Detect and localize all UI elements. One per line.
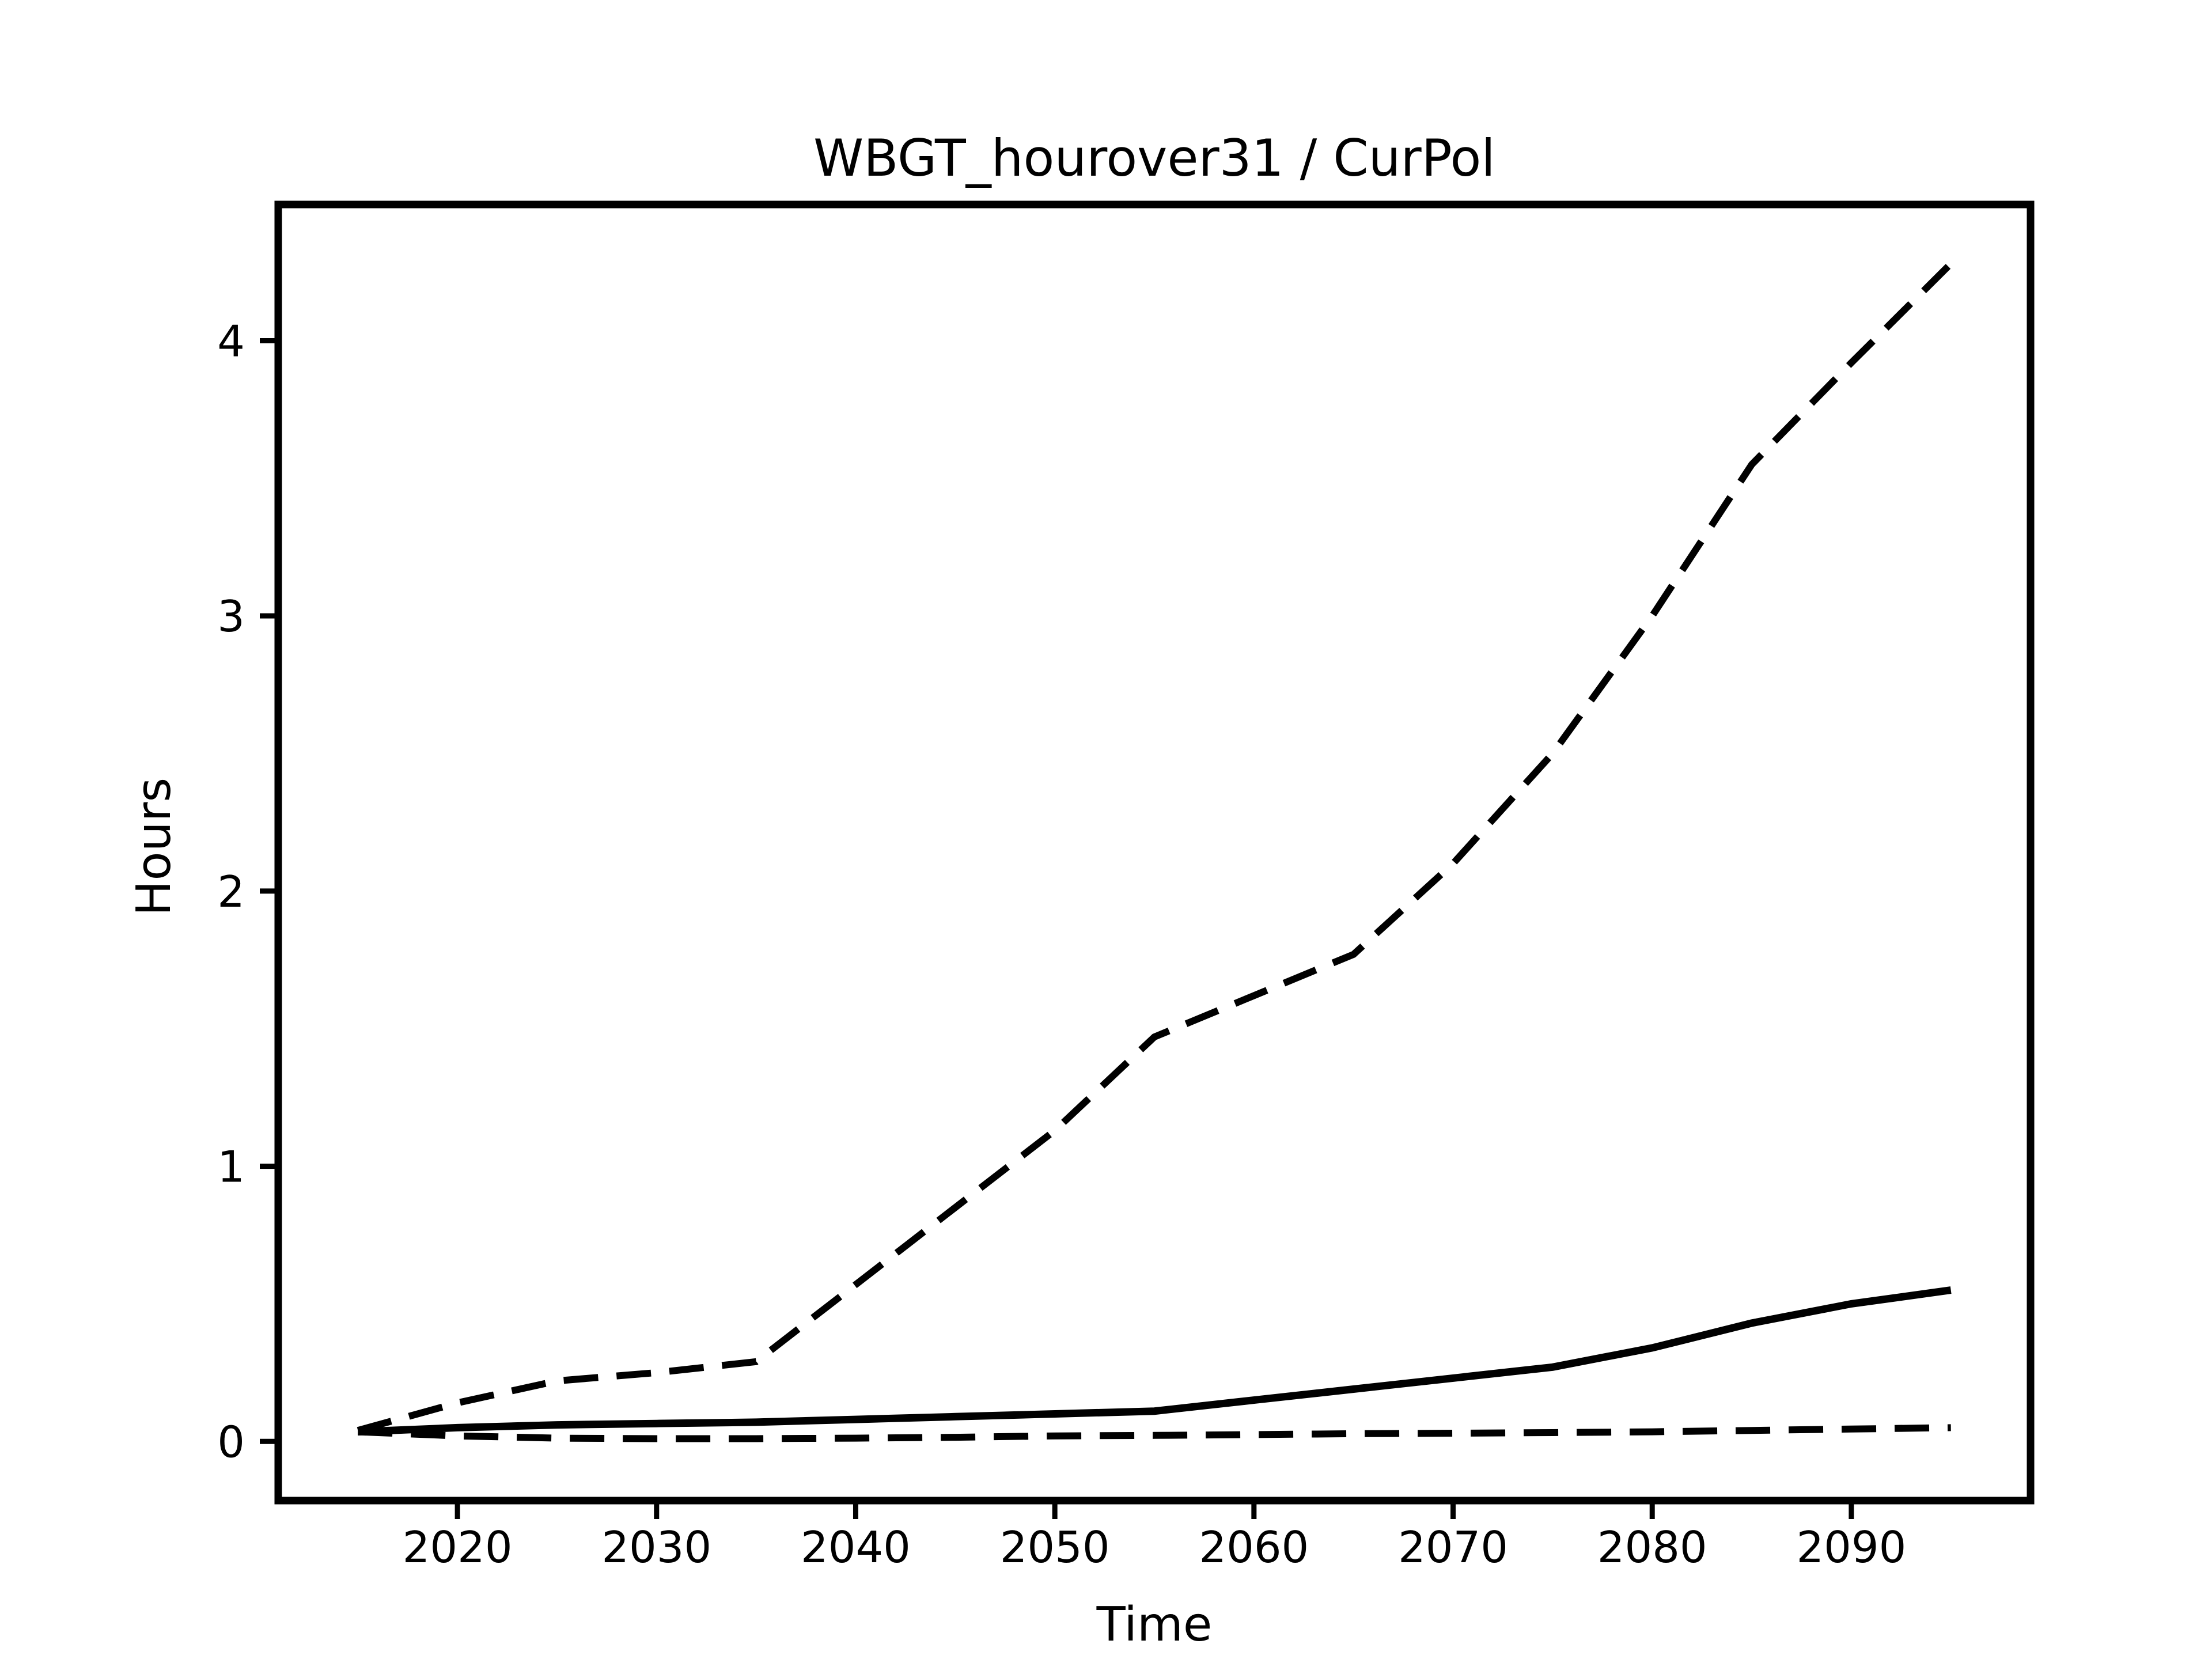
series-lower-dashed <box>358 1424 1951 1442</box>
y-axis-tick-labels: 0 1 2 3 4 <box>217 316 245 1467</box>
x-tick-label-2020: 2020 <box>403 1522 513 1573</box>
y-tick-label-0: 0 <box>217 1416 245 1467</box>
x-axis-ticks <box>454 1501 1854 1519</box>
y-tick-label-4: 4 <box>217 316 245 366</box>
x-tick-label-2050: 2050 <box>1000 1522 1110 1573</box>
x-tick-label-2080: 2080 <box>1597 1522 1707 1573</box>
x-tick-label-2090: 2090 <box>1796 1522 1906 1573</box>
chart-title: WBGT_hourover31 / CurPol <box>813 128 1495 188</box>
x-tick-label-2030: 2030 <box>601 1522 711 1573</box>
x-tick-label-2070: 2070 <box>1398 1522 1508 1573</box>
series-solid-middle <box>358 1286 1952 1436</box>
x-tick-label-2060: 2060 <box>1199 1522 1309 1573</box>
x-tick-label-2040: 2040 <box>801 1522 911 1573</box>
x-axis-label: Time <box>1096 1597 1213 1652</box>
y-tick-label-3: 3 <box>217 591 245 642</box>
series-upper-dashed <box>357 261 1953 1434</box>
y-tick-label-2: 2 <box>217 866 245 917</box>
y-axis-ticks <box>260 338 278 1444</box>
x-axis-tick-labels: 2020 2030 2040 2050 2060 2070 2080 2090 <box>403 1522 1907 1573</box>
y-tick-label-1: 1 <box>217 1142 245 1192</box>
plot-area <box>274 200 2035 1505</box>
y-axis-label: Hours <box>127 778 181 916</box>
series-lines <box>357 261 1953 1442</box>
